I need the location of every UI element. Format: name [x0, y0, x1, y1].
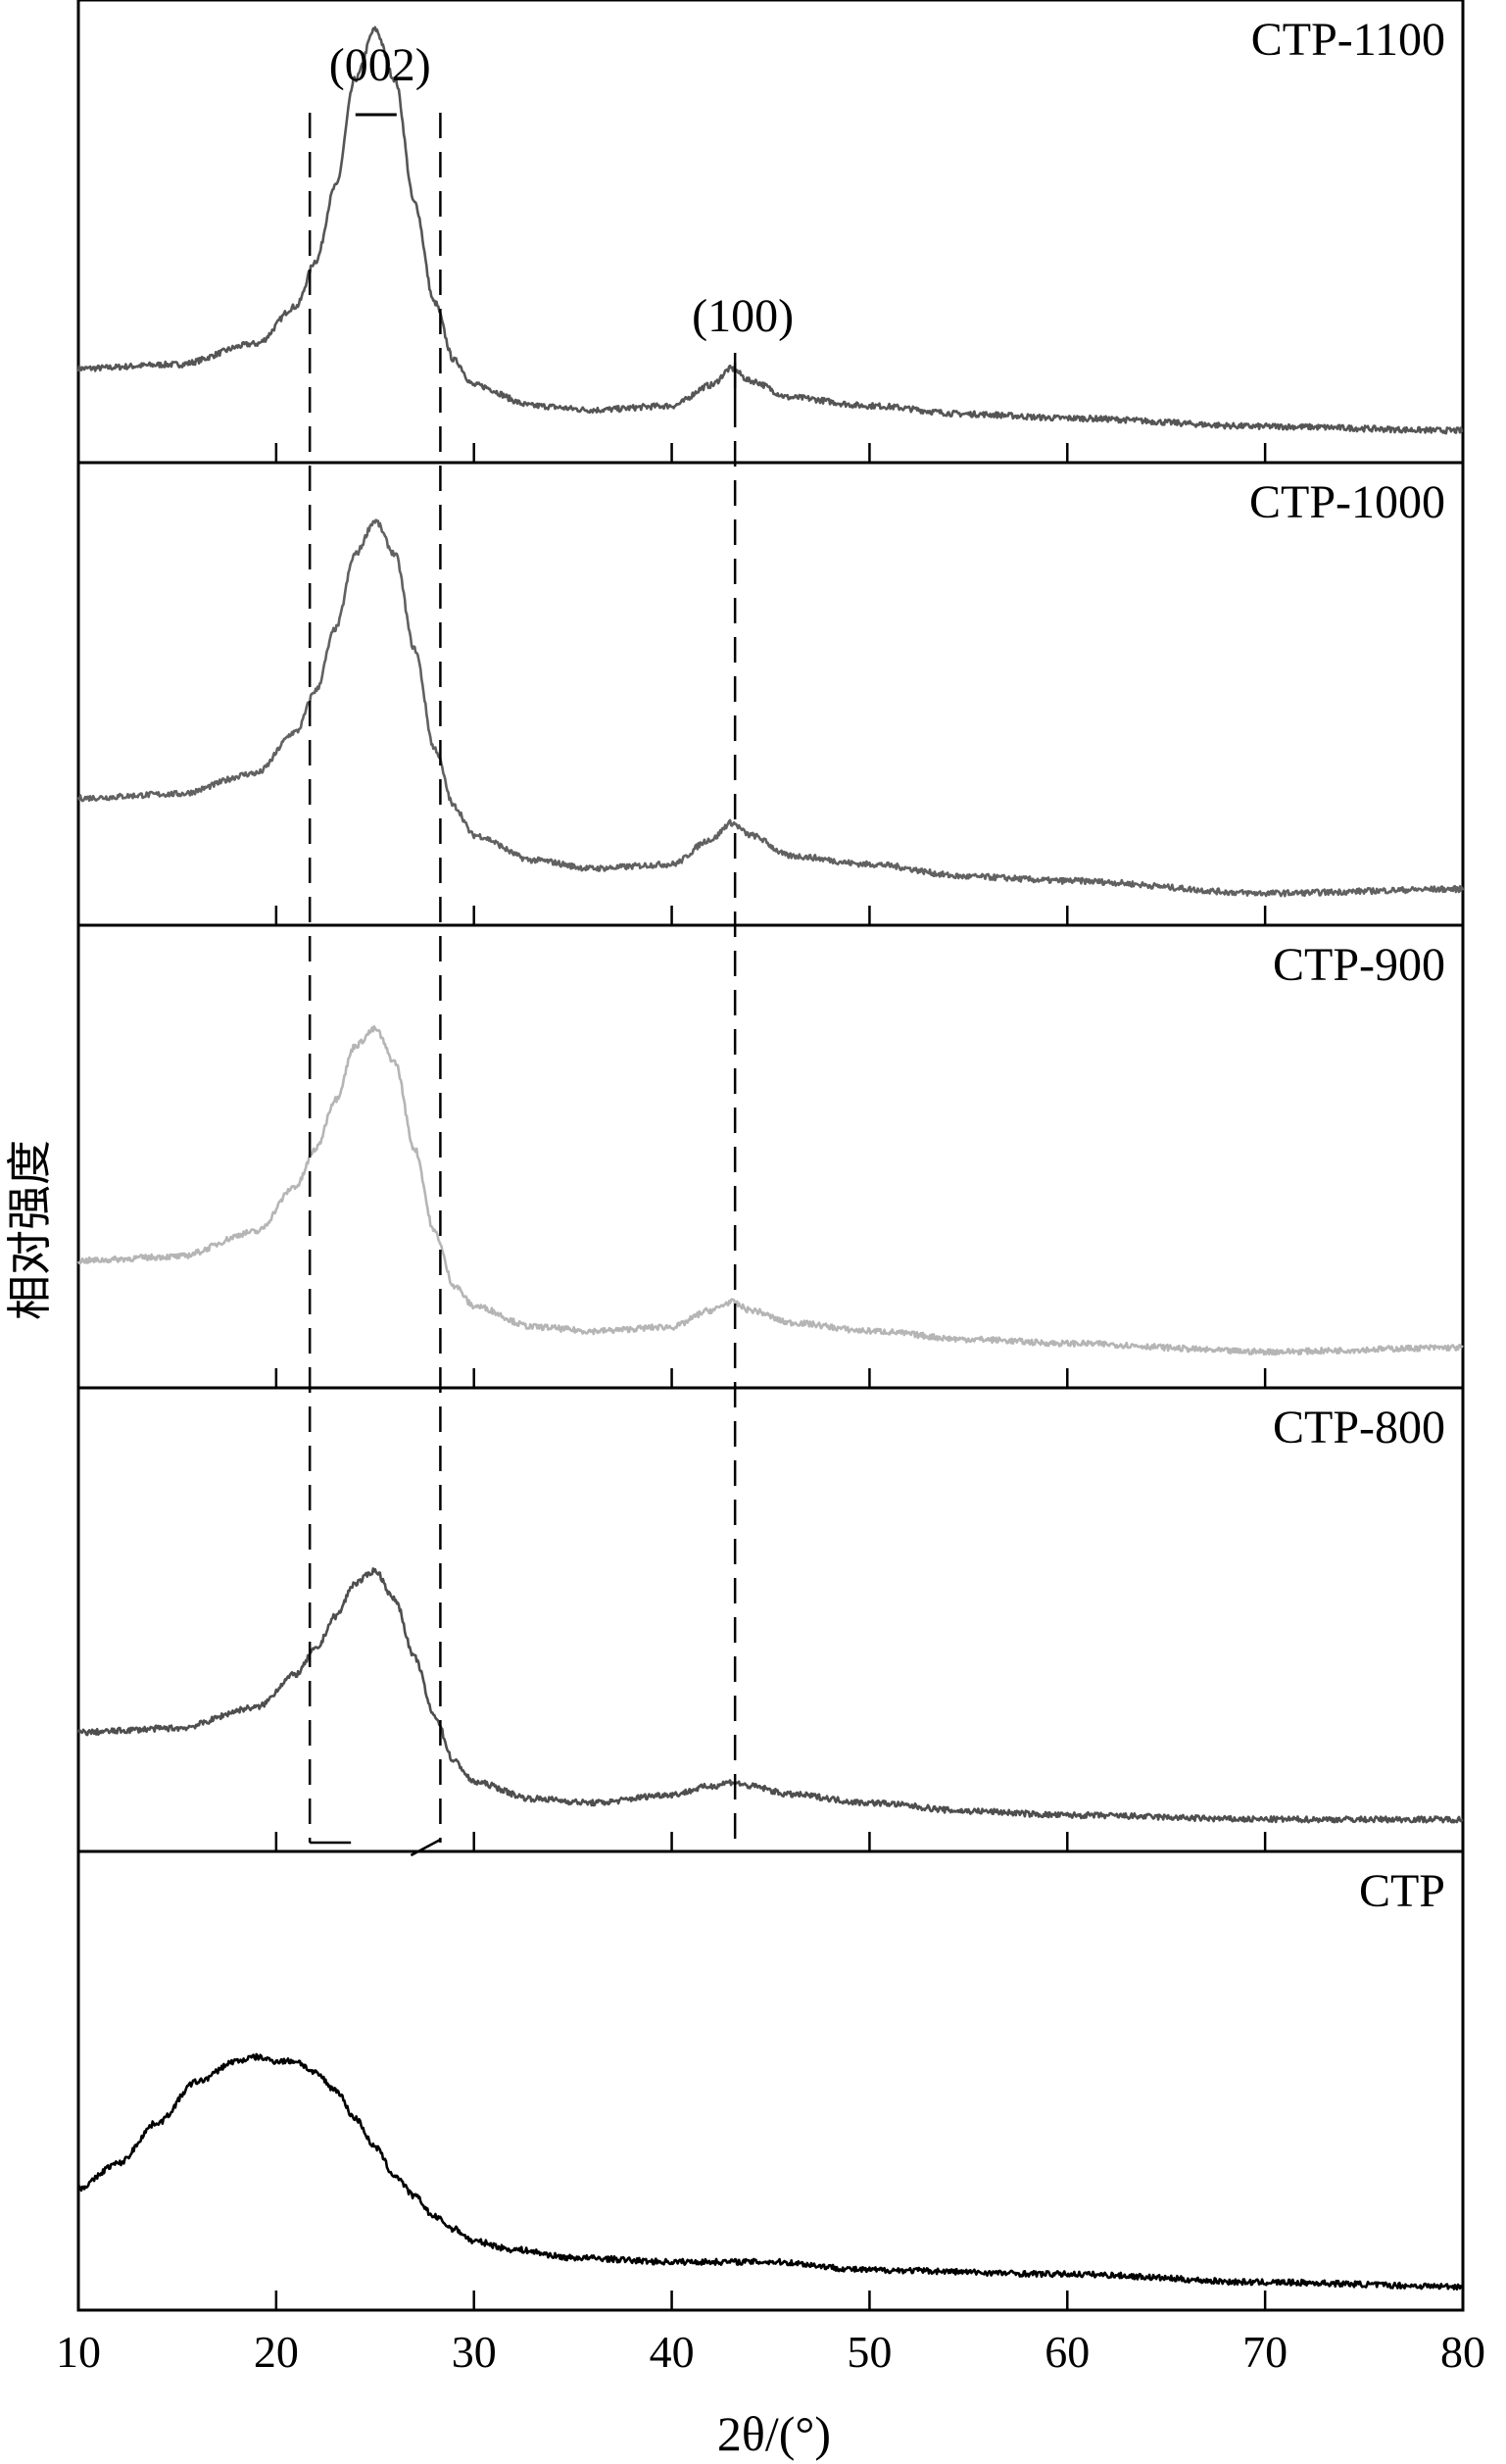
- chart-panels: CTP-1100 CTP-1000 CTP-900 CTP-800 CTP: [76, 0, 1465, 2312]
- peak-annotations: (002) (100): [329, 39, 794, 402]
- panel-ctp: CTP: [76, 1849, 1465, 2312]
- series-line-ctp: [76, 2052, 1465, 2291]
- series-line-ctp-900: [76, 1025, 1464, 1356]
- series-label-ctp: CTP: [1359, 1865, 1445, 1917]
- x-axis: 10 20 30 40 50 60 70 80: [56, 2327, 1485, 2377]
- x-tick-label: 60: [1044, 2327, 1090, 2377]
- series-label-ctp-1100: CTP-1100: [1251, 14, 1445, 66]
- panel-frame: [76, 1849, 1465, 2312]
- reference-lines: [308, 113, 737, 1857]
- x-tick-label: 80: [1440, 2327, 1485, 2377]
- series-label-ctp-1000: CTP-1000: [1249, 476, 1445, 528]
- panel-ctp-900: CTP-900: [76, 923, 1465, 1390]
- y-axis-label: 相对强度: [5, 1140, 55, 1320]
- x-tick-label: 20: [254, 2327, 299, 2377]
- panel-ctp-1000: CTP-1000: [76, 461, 1465, 927]
- panel-frame: [76, 461, 1465, 927]
- series-label-ctp-800: CTP-800: [1273, 1402, 1445, 1454]
- x-tick-label: 30: [452, 2327, 497, 2377]
- x-tick-label: 40: [650, 2327, 695, 2377]
- series-label-ctp-900: CTP-900: [1273, 939, 1445, 991]
- reference-end-mark: [410, 1838, 441, 1857]
- panel-frame: [76, 1386, 1465, 1853]
- series-line-ctp-1000: [76, 518, 1465, 898]
- x-axis-label: 2θ/(°): [717, 2406, 831, 2461]
- series-line-ctp-800: [76, 1567, 1464, 1824]
- panel-ctp-800: CTP-800: [76, 1386, 1465, 1853]
- series-line-ctp-1100: [76, 25, 1464, 435]
- panel-frame: [76, 0, 1465, 465]
- x-tick-label: 10: [56, 2327, 101, 2377]
- peak-label-100: (100): [692, 290, 794, 342]
- peak-label-002: (002): [329, 39, 431, 91]
- x-tick-label: 70: [1242, 2327, 1287, 2377]
- x-tick-label: 50: [847, 2327, 892, 2377]
- panel-ctp-1100: CTP-1100: [76, 0, 1465, 465]
